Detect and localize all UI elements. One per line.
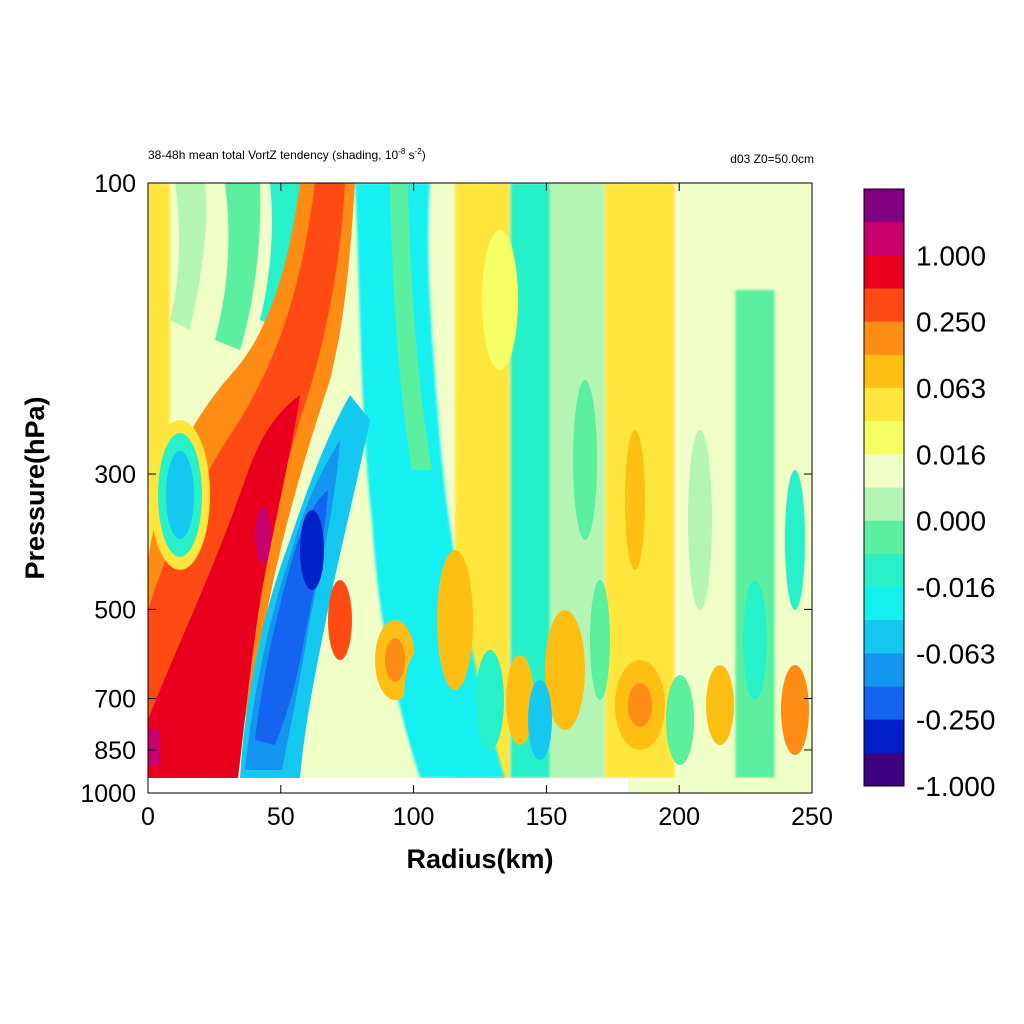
y-axis-label: Pressure(hPa)	[20, 396, 50, 579]
colorbar-swatch	[864, 354, 904, 389]
y-tick-label: 700	[94, 686, 136, 714]
chart-subtitle: d03 Z0=50.0cm	[730, 152, 814, 166]
colorbar-swatch	[864, 222, 904, 256]
colorbar-swatch	[864, 587, 904, 621]
colorbar-label: -0.250	[916, 705, 995, 736]
y-tick-label: 850	[94, 737, 136, 765]
colorbar-swatch	[864, 686, 904, 721]
colorbar-swatch	[864, 288, 904, 323]
colorbar-swatch	[864, 653, 904, 687]
colorbar-swatch	[864, 255, 904, 289]
colorbar-swatch	[864, 487, 904, 522]
x-axis: 0 50 100 150 200 250	[141, 183, 833, 831]
colorbar-swatch	[864, 719, 904, 754]
heatmap-field	[148, 183, 812, 793]
colorbar-label: 0.250	[916, 307, 986, 338]
x-axis-label: Radius(km)	[406, 844, 553, 874]
x-tick-label: 150	[526, 803, 568, 831]
colorbar-frame	[863, 188, 905, 787]
x-tick-label: 100	[393, 803, 435, 831]
colorbar-swatch	[864, 388, 904, 422]
x-tick-label: 50	[267, 803, 295, 831]
x-tick-label: 0	[141, 803, 155, 831]
colorbar-swatch	[864, 752, 904, 787]
colorbar-label: 0.063	[916, 373, 986, 404]
plot-frame	[147, 182, 813, 794]
colorbar-label: 1.000	[916, 240, 986, 271]
colorbar-swatch	[864, 620, 904, 654]
colorbar-swatch	[864, 189, 904, 223]
colorbar-swatch	[864, 421, 904, 455]
chart-title: 38-48h mean total VortZ tendency (shadin…	[148, 147, 426, 163]
colorbar: 1.000 0.250 0.063 0.016 0.000 -0.016 -0.063 -0.…	[863, 188, 995, 802]
colorbar-label: 0.016	[916, 439, 986, 470]
colorbar-swatch	[864, 520, 904, 555]
colorbar-label: 0.000	[916, 506, 986, 537]
y-tick-label: 300	[94, 461, 136, 489]
colorbar-label: -0.063	[916, 638, 995, 669]
y-tick-label: 500	[94, 596, 136, 624]
y-axis: 100 300 500 700 850 1000	[80, 170, 812, 808]
colorbar-swatch	[864, 553, 904, 588]
colorbar-label: -0.016	[916, 572, 995, 603]
y-tick-label: 100	[94, 170, 136, 198]
y-tick-label: 1000	[80, 780, 136, 808]
x-tick-label: 200	[658, 803, 700, 831]
colorbar-swatch	[864, 321, 904, 356]
colorbar-swatch	[864, 454, 904, 488]
colorbar-label: -1.000	[916, 771, 995, 802]
x-tick-label: 250	[791, 803, 833, 831]
